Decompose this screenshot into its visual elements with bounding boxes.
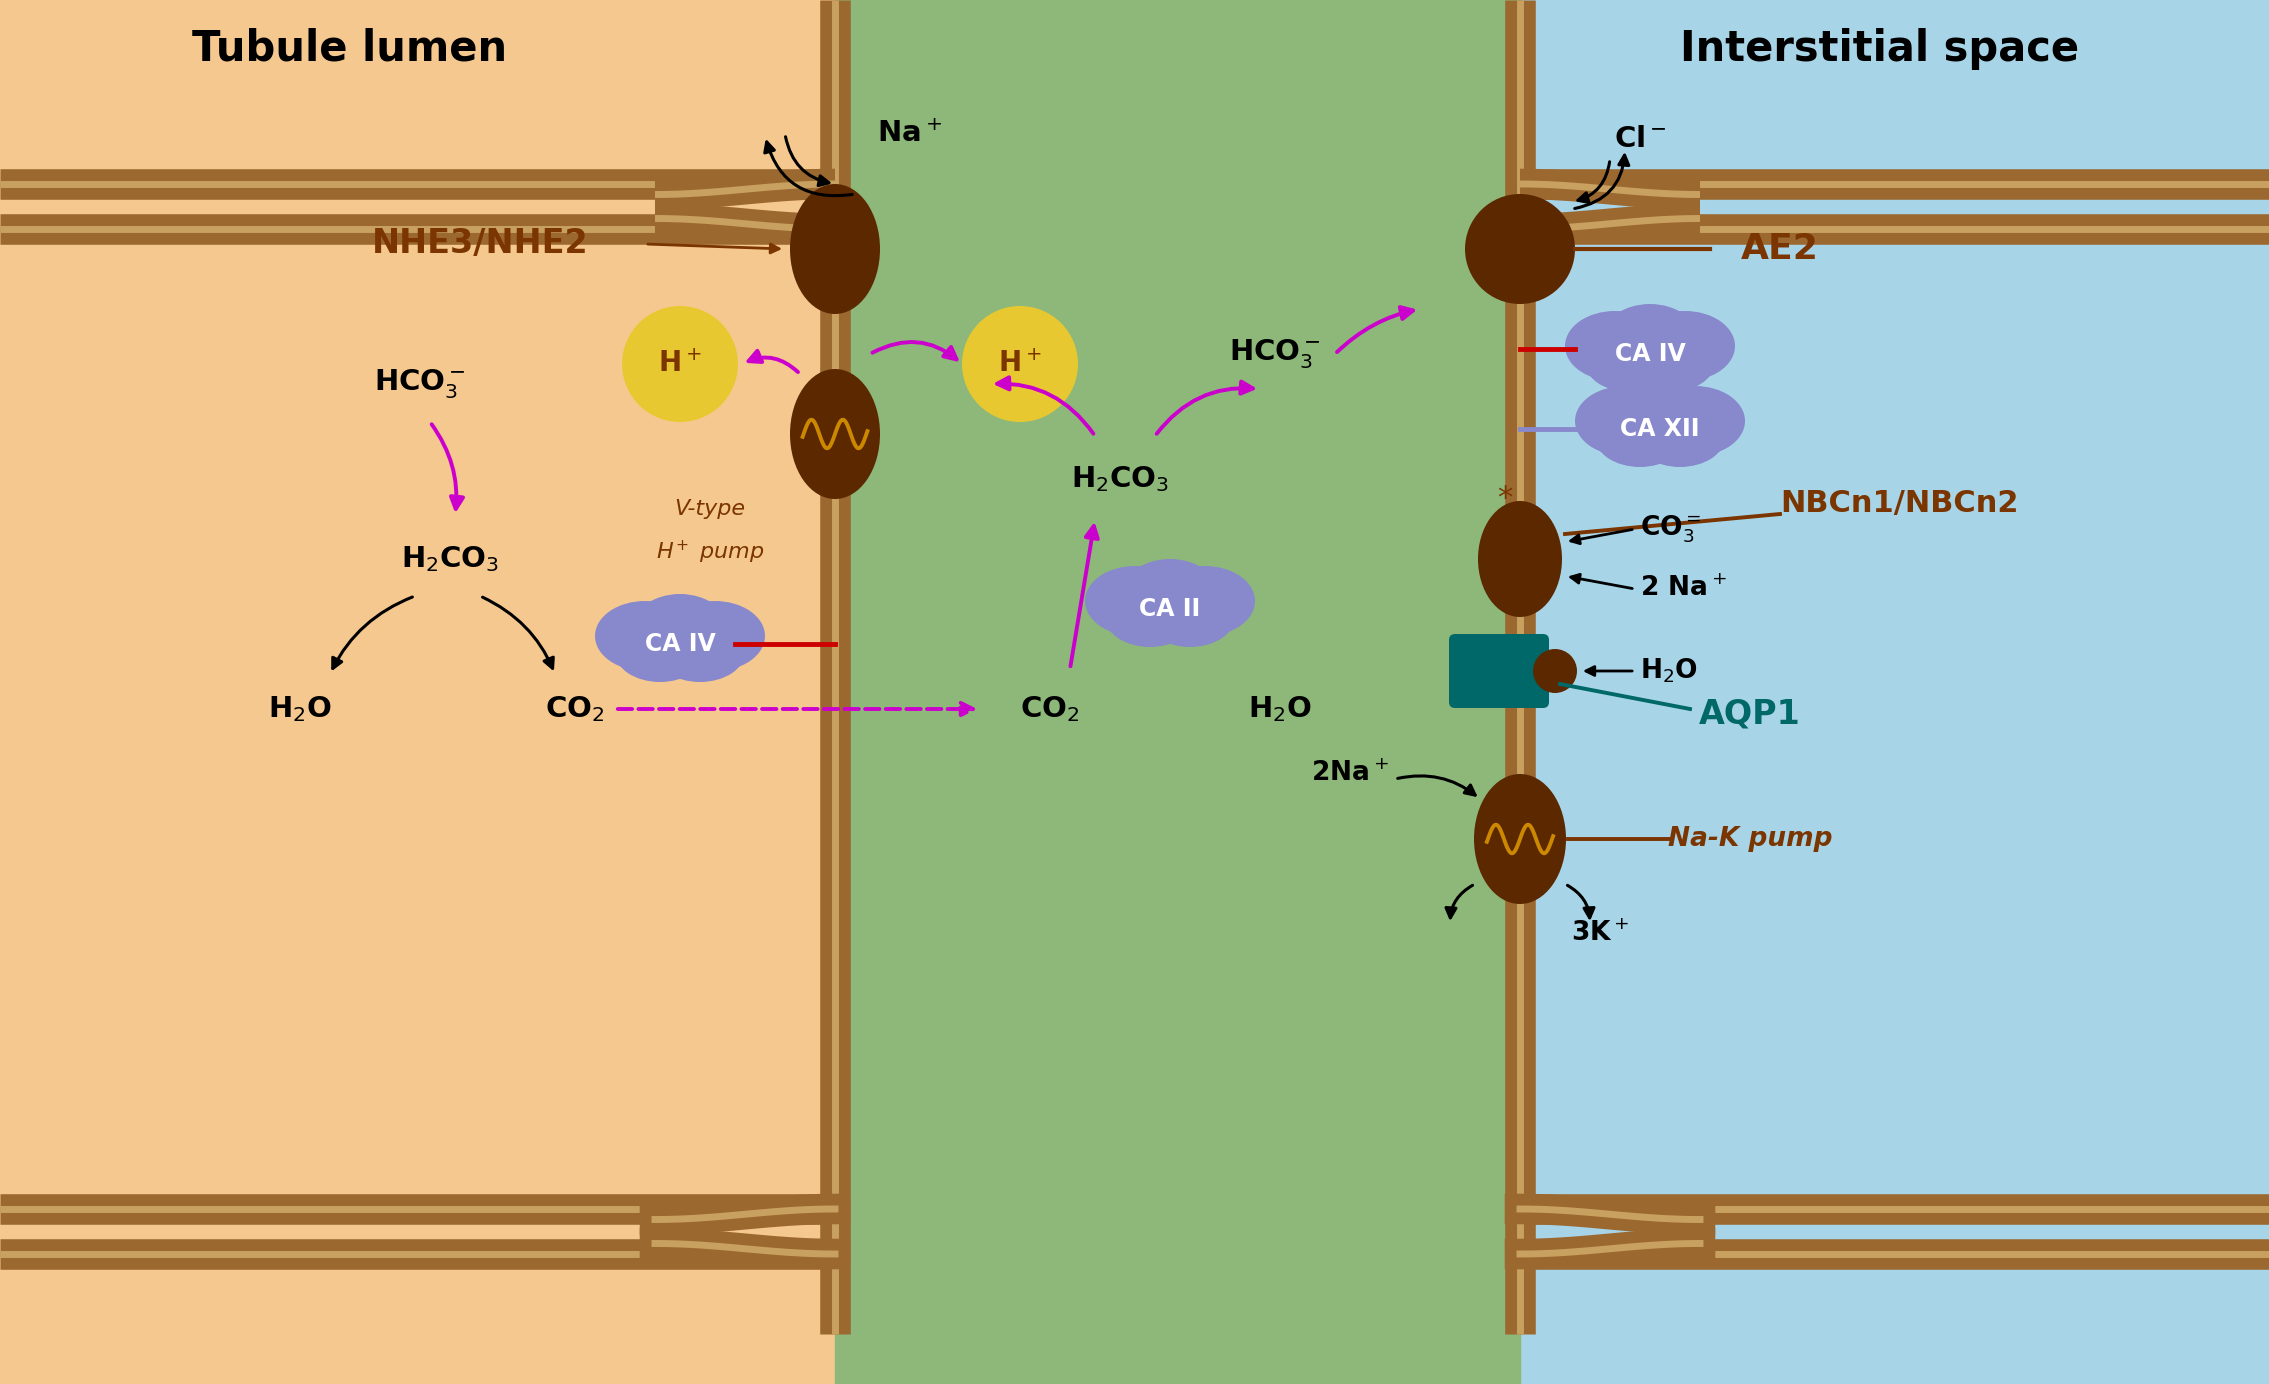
Ellipse shape <box>1595 407 1686 466</box>
Ellipse shape <box>631 594 731 670</box>
Text: 3K$^+$: 3K$^+$ <box>1570 920 1629 947</box>
Text: H$^+$: H$^+$ <box>998 350 1041 378</box>
Ellipse shape <box>1575 386 1675 455</box>
Text: NHE3/NHE2: NHE3/NHE2 <box>372 227 588 260</box>
Text: *: * <box>1498 484 1513 513</box>
Text: HCO$_3^-$: HCO$_3^-$ <box>374 368 465 400</box>
Ellipse shape <box>1477 501 1561 617</box>
Ellipse shape <box>665 601 765 671</box>
Ellipse shape <box>1155 566 1255 637</box>
Ellipse shape <box>1566 311 1665 381</box>
Text: H$^+$: H$^+$ <box>658 350 701 378</box>
Ellipse shape <box>1625 332 1715 392</box>
Circle shape <box>962 306 1078 422</box>
Text: NBCn1/NBCn2: NBCn1/NBCn2 <box>1781 490 2019 519</box>
Text: Tubule lumen: Tubule lumen <box>193 28 508 71</box>
Ellipse shape <box>1105 587 1196 646</box>
FancyBboxPatch shape <box>835 0 1520 1384</box>
Ellipse shape <box>1146 587 1234 646</box>
Text: CO$_3^=$: CO$_3^=$ <box>1640 513 1702 545</box>
Ellipse shape <box>1611 379 1711 455</box>
Text: AE2: AE2 <box>1740 233 1820 266</box>
Text: AQP1: AQP1 <box>1699 698 1802 731</box>
Text: V-type: V-type <box>674 500 747 519</box>
Text: CO$_2$: CO$_2$ <box>545 695 604 724</box>
Ellipse shape <box>1636 311 1736 381</box>
Text: H$_2$O: H$_2$O <box>268 695 331 724</box>
FancyBboxPatch shape <box>1450 634 1550 709</box>
Ellipse shape <box>1121 559 1221 635</box>
Ellipse shape <box>1645 386 1745 455</box>
Text: H$^+$ pump: H$^+$ pump <box>656 538 765 566</box>
Text: CA IV: CA IV <box>1616 342 1686 365</box>
Text: 2 Na$^+$: 2 Na$^+$ <box>1640 576 1727 602</box>
Text: CA XII: CA XII <box>1620 417 1699 441</box>
Ellipse shape <box>790 184 880 314</box>
Circle shape <box>1534 649 1577 693</box>
Text: Na-K pump: Na-K pump <box>1668 826 1833 853</box>
Ellipse shape <box>594 601 694 671</box>
Text: Na$^+$: Na$^+$ <box>878 120 942 148</box>
Ellipse shape <box>1586 332 1675 392</box>
Ellipse shape <box>656 621 744 682</box>
Text: H$_2$O: H$_2$O <box>1640 657 1697 685</box>
Text: 2Na$^+$: 2Na$^+$ <box>1311 761 1389 787</box>
Text: H$_2$CO$_3$: H$_2$CO$_3$ <box>1071 464 1169 494</box>
Ellipse shape <box>1636 407 1724 466</box>
Text: H$_2$CO$_3$: H$_2$CO$_3$ <box>402 544 499 574</box>
Circle shape <box>622 306 737 422</box>
Ellipse shape <box>1600 304 1699 381</box>
Text: Interstitial space: Interstitial space <box>1681 28 2081 71</box>
Ellipse shape <box>1475 774 1566 904</box>
Text: CO$_2$: CO$_2$ <box>1021 695 1080 724</box>
Ellipse shape <box>790 370 880 500</box>
Text: CA II: CA II <box>1139 597 1200 621</box>
Text: Cl$^-$: Cl$^-$ <box>1613 125 1665 154</box>
FancyBboxPatch shape <box>1520 0 2269 1384</box>
Text: H$_2$O: H$_2$O <box>1248 695 1311 724</box>
Circle shape <box>1466 194 1575 304</box>
Ellipse shape <box>615 621 706 682</box>
Ellipse shape <box>1085 566 1184 637</box>
Text: CA IV: CA IV <box>644 632 715 656</box>
Text: HCO$_3^-$: HCO$_3^-$ <box>1230 338 1321 371</box>
